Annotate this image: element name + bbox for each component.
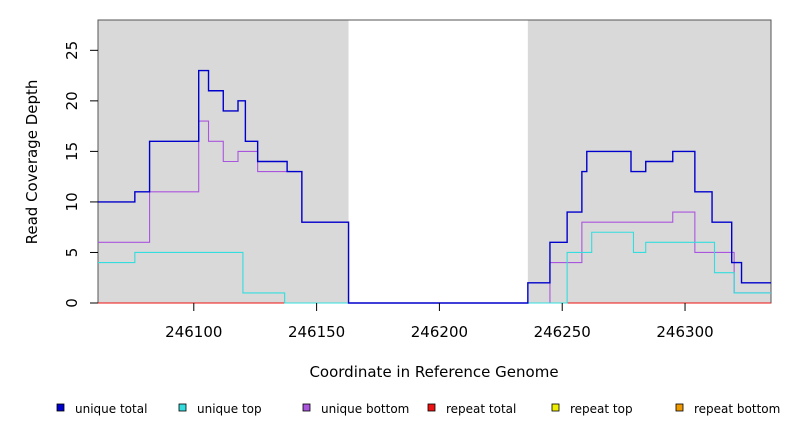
legend-label: unique total — [75, 402, 147, 416]
series-line-unique-top — [98, 231, 771, 304]
legend-swatch — [56, 403, 65, 412]
legend-swatch — [551, 403, 560, 412]
legend-swatch — [427, 403, 436, 412]
legend-swatch — [302, 403, 311, 412]
x-axis: 246100 246150 246200 246250 246300 — [165, 303, 714, 341]
legend: unique total unique top unique bottom repea… — [56, 402, 780, 416]
y-tick-label: 25 — [63, 41, 81, 60]
legend-item: unique total — [56, 402, 147, 416]
x-tick-label: 246200 — [411, 323, 468, 341]
y-axis-title: Read Coverage Depth — [23, 80, 41, 245]
series-line-unique-total — [98, 69, 771, 304]
y-tick-label: 10 — [63, 192, 81, 211]
legend-label: unique bottom — [321, 402, 409, 416]
legend-item: repeat bottom — [675, 402, 780, 416]
legend-item: unique top — [178, 402, 262, 416]
y-tick-label: 5 — [63, 248, 81, 258]
legend-item: repeat top — [551, 402, 633, 416]
legend-swatch — [675, 403, 684, 412]
x-tick-label: 246100 — [165, 323, 222, 341]
series-lines — [98, 69, 771, 304]
legend-item: unique bottom — [302, 402, 409, 416]
legend-swatch — [178, 403, 187, 412]
x-tick-label: 246300 — [656, 323, 713, 341]
y-tick-label: 0 — [63, 298, 81, 308]
legend-label: repeat total — [446, 402, 516, 416]
y-tick-label: 15 — [63, 142, 81, 161]
x-tick-label: 246250 — [534, 323, 591, 341]
legend-label: repeat top — [570, 402, 633, 416]
x-tick-label: 246150 — [288, 323, 345, 341]
legend-item: repeat total — [427, 402, 516, 416]
y-tick-label: 20 — [63, 91, 81, 110]
y-axis: 0 5 10 15 20 25 — [63, 41, 98, 308]
legend-label: unique top — [197, 402, 262, 416]
x-axis-title: Coordinate in Reference Genome — [309, 363, 558, 381]
legend-label: repeat bottom — [694, 402, 780, 416]
